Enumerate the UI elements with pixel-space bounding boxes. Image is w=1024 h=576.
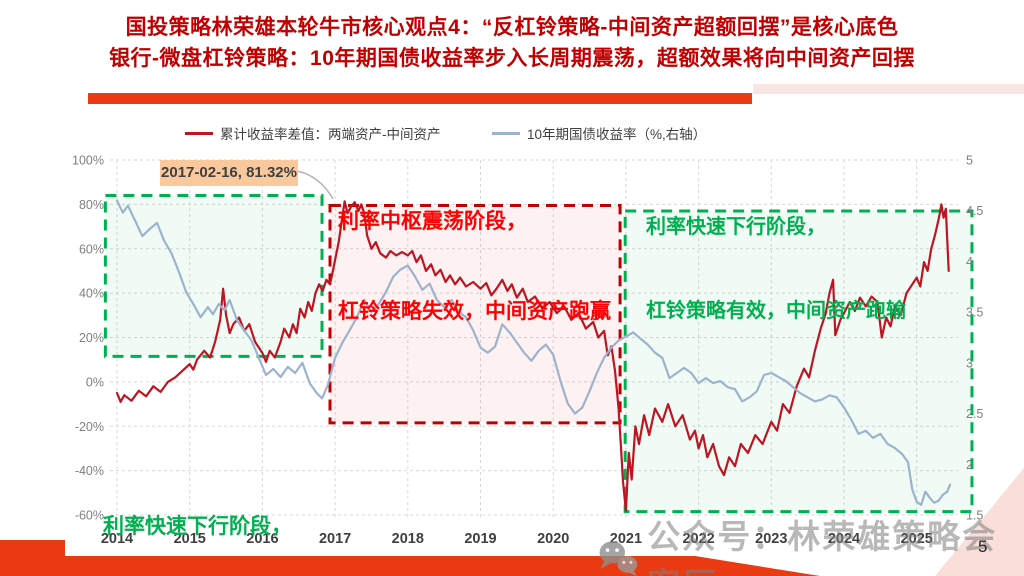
- legend-item-bond-yield: 10年期国债收益率（%,右轴）: [492, 123, 706, 143]
- wechat-icon: [599, 541, 638, 576]
- x-axis-year-label: 2018: [392, 531, 424, 547]
- watermark: 公众号：林荣雄策略会客厅: [598, 510, 1024, 576]
- left-axis-tick-label: 20%: [79, 331, 104, 345]
- peak-value-text: 2017-02-16, 81.32%: [161, 164, 297, 181]
- x-axis-year-label: 2025: [901, 531, 933, 547]
- legend-item-return-diff: 累计收益率差值：两端资产-中间资产: [185, 123, 441, 143]
- left-axis-tick-label: -60%: [75, 509, 104, 523]
- peak-value-callout: 2017-02-16, 81.32%: [160, 160, 298, 186]
- annotation-rate-decline-left: 利率快速下行阶段， 杠铃策略有效，中间资产跑输: [103, 449, 376, 576]
- left-axis-tick-label: -40%: [75, 464, 104, 478]
- legend-label-return-diff: 累计收益率差值：两端资产-中间资产: [220, 127, 441, 142]
- bottom-red-banner: [0, 540, 820, 576]
- green-box-right: [623, 209, 974, 514]
- right-axis-tick-label: 2.5: [966, 407, 983, 421]
- x-axis-year-label: 2019: [464, 531, 496, 547]
- x-axis-year-label: 2023: [755, 531, 787, 547]
- right-axis-tick-label: 5: [966, 154, 973, 168]
- page-title: 国投策略林荣雄本轮牛市核心观点4：“反杠铃策略-中间资产超额回摆”是核心底色 银…: [0, 12, 1024, 74]
- series-return-diff-line: [115, 200, 950, 512]
- right-axis-tick-label: 2: [966, 458, 973, 472]
- title-line-1: 国投策略林荣雄本轮牛市核心观点4：“反杠铃策略-中间资产超额回摆”是核心底色: [125, 16, 899, 39]
- left-axis-tick-label: 40%: [79, 287, 104, 301]
- left-axis-tick-label: 80%: [79, 198, 104, 212]
- left-axis-tick-label: -20%: [75, 420, 104, 434]
- annotation-rate-oscillation: 利率中枢震荡阶段， 杠铃策略失效，中间资产跑赢: [338, 147, 611, 387]
- left-axis-tick-label: 0%: [86, 375, 104, 389]
- title-underline-bar: [88, 93, 752, 104]
- blue-line-legend-marker: [492, 131, 520, 135]
- annotation-green-bottom-line-1: 利率快速下行阶段，: [103, 515, 292, 538]
- annotation-red-line-2: 杠铃策略失效，中间资产跑赢: [338, 300, 611, 323]
- x-axis-year-label: 2016: [246, 531, 278, 547]
- green-box-left: [103, 194, 324, 358]
- annotation-green-right-line-2: 杠铃策略有效，中间资产跑输: [646, 300, 906, 322]
- left-axis-tick-label: 60%: [79, 242, 104, 256]
- right-axis-tick-label: 3.5: [966, 306, 983, 320]
- red-line-legend-marker: [185, 131, 213, 135]
- title-line-2: 银行-微盘杠铃策略：10年期国债收益率步入长周期震荡，超额效果将向中间资产回摆: [109, 47, 915, 70]
- watermark-text: 公众号：林荣雄策略会客厅: [647, 518, 998, 576]
- x-axis-year-label: 2022: [682, 531, 714, 547]
- left-axis-tick-label: 100%: [72, 154, 104, 168]
- decorative-pink-band: [753, 84, 1024, 94]
- annotation-rate-decline-right: 利率快速下行阶段， 杠铃策略有效，中间资产跑输: [646, 157, 906, 381]
- page-number: 5: [978, 537, 988, 556]
- right-axis-tick-label: 1.5: [966, 509, 983, 523]
- right-axis-tick-label: 4.5: [966, 204, 983, 218]
- right-axis-tick-label: 4: [966, 255, 973, 269]
- bottom-right-pink-wedge: [935, 468, 1024, 576]
- callout-leader-line: [296, 170, 334, 200]
- red-box-middle: [328, 203, 622, 425]
- annotation-red-line-1: 利率中枢震荡阶段，: [338, 210, 527, 233]
- legend-label-bond-yield: 10年期国债收益率（%,右轴）: [527, 127, 707, 142]
- annotation-green-right-line-1: 利率快速下行阶段，: [646, 216, 826, 238]
- x-axis-year-label: 2020: [537, 531, 569, 547]
- right-axis-tick-label: 3: [966, 356, 973, 370]
- x-axis-year-label: 2017: [319, 531, 351, 547]
- x-axis-year-label: 2024: [828, 531, 860, 547]
- series-bond-yield-line: [115, 199, 952, 506]
- x-axis-year-label: 2015: [174, 531, 206, 547]
- x-axis-year-label: 2014: [101, 531, 133, 547]
